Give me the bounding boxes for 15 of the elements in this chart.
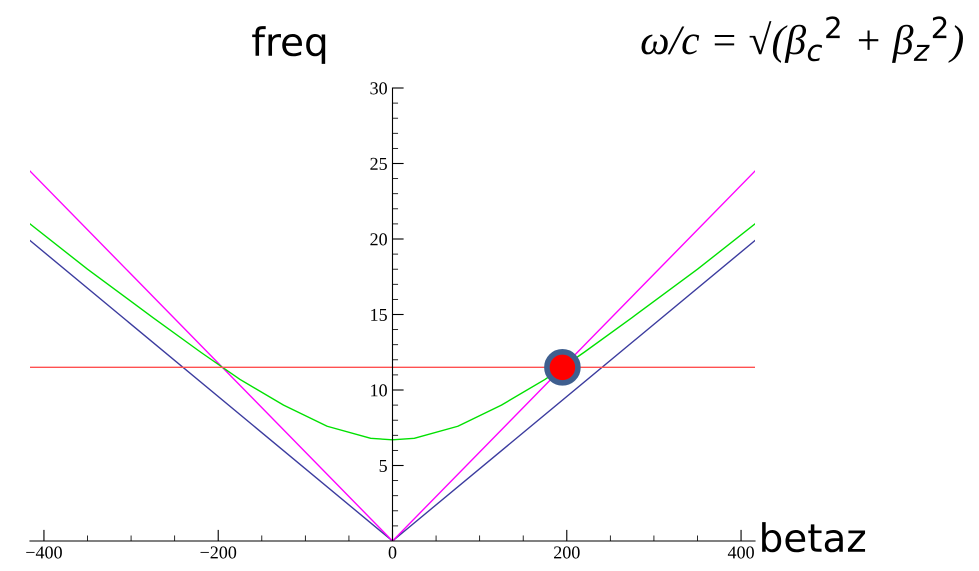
y-tick-label: 10 xyxy=(371,384,387,396)
y-tick-label: 15 xyxy=(371,308,387,321)
y-tick-label: 5 xyxy=(380,460,387,472)
x-tick-label: 0 xyxy=(388,546,396,559)
x-axis-title: betaz xyxy=(762,522,866,552)
x-tick-label: 400 xyxy=(728,546,754,559)
line-series xyxy=(30,223,755,441)
x-tick-label: −400 xyxy=(26,546,62,559)
y-axis-title: freq xyxy=(252,26,326,64)
x-tick-label: 200 xyxy=(554,546,580,559)
y-tick-label: 25 xyxy=(370,158,387,170)
x-tick-label: −200 xyxy=(200,546,236,559)
y-tick-label: 30 xyxy=(370,82,387,94)
y-tick-label: 20 xyxy=(370,233,387,246)
text: ω/c = √(β$_{c}$$^{2}$ + β$_{z}$$^{2}$) xyxy=(642,16,963,63)
